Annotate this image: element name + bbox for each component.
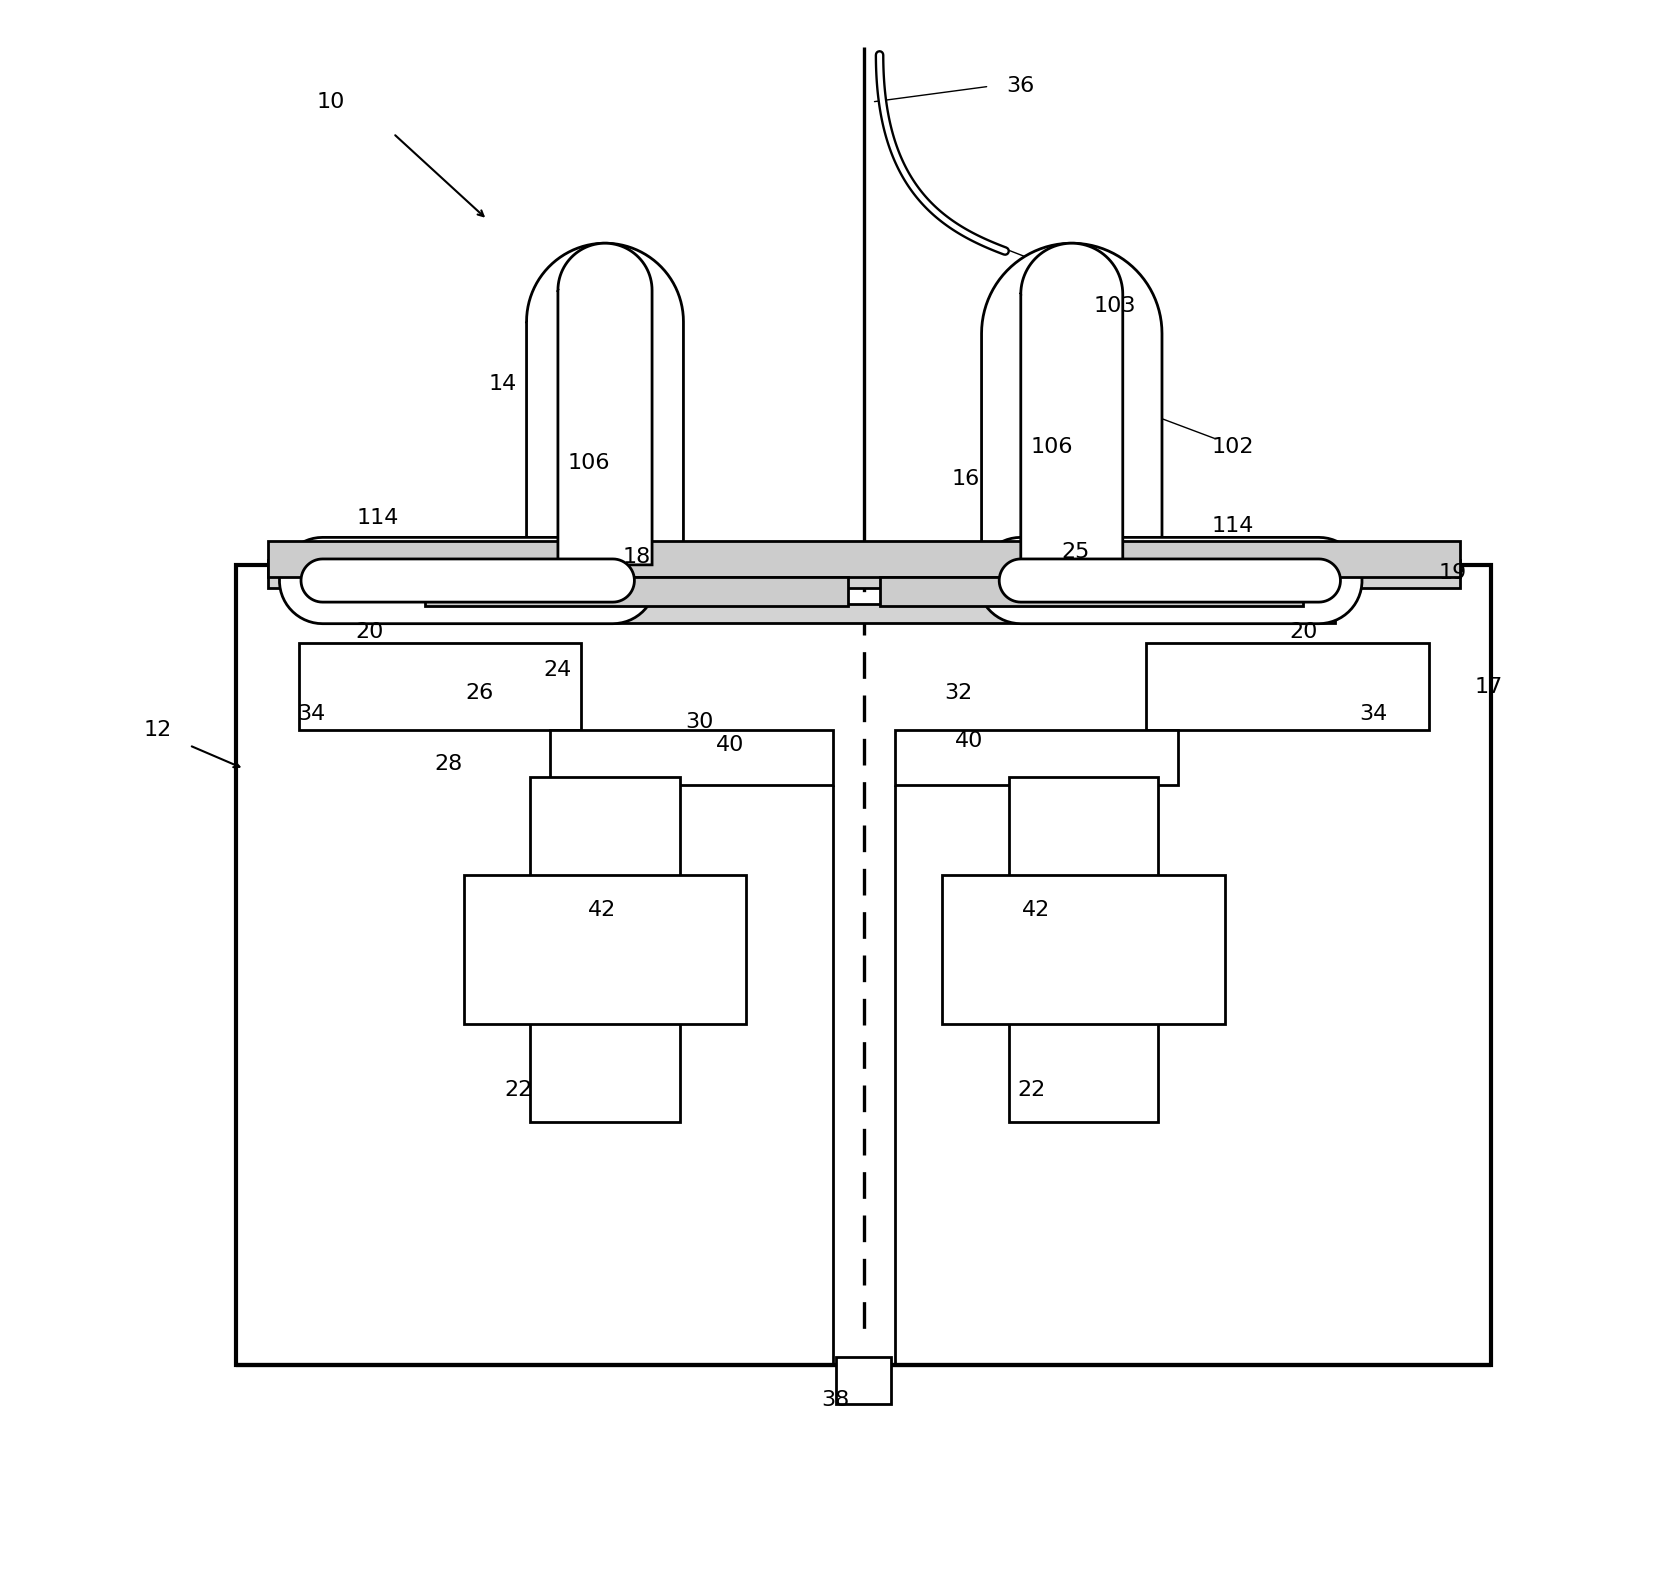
Text: 106: 106 — [1030, 438, 1073, 457]
Polygon shape — [301, 559, 634, 602]
Text: 22: 22 — [504, 1081, 532, 1100]
Text: 28: 28 — [434, 755, 463, 774]
Bar — [879, 577, 1303, 606]
Text: 30: 30 — [684, 712, 712, 731]
Text: 40: 40 — [953, 731, 983, 750]
Bar — [835, 1357, 890, 1404]
Text: 17: 17 — [1473, 678, 1501, 697]
Text: 18: 18 — [622, 548, 651, 566]
Bar — [895, 730, 1176, 784]
Polygon shape — [982, 243, 1161, 565]
Bar — [1008, 777, 1158, 1122]
Bar — [942, 876, 1225, 1023]
Bar — [268, 560, 1459, 588]
Text: 114: 114 — [1211, 516, 1253, 535]
Text: 19: 19 — [1438, 563, 1466, 582]
Bar — [393, 604, 1335, 623]
Polygon shape — [280, 537, 656, 623]
Text: 12: 12 — [143, 720, 171, 739]
Text: 34: 34 — [1359, 704, 1388, 723]
Text: 22: 22 — [1017, 1081, 1045, 1100]
Polygon shape — [526, 243, 682, 565]
Bar — [300, 643, 581, 730]
Polygon shape — [977, 537, 1361, 623]
Text: 32: 32 — [943, 684, 972, 703]
Polygon shape — [557, 243, 652, 565]
Text: 42: 42 — [587, 901, 616, 919]
Bar — [236, 565, 1491, 1365]
Bar — [464, 876, 745, 1023]
Text: 26: 26 — [464, 684, 493, 703]
Polygon shape — [998, 559, 1340, 602]
Bar — [1145, 643, 1428, 730]
Text: 14: 14 — [489, 375, 518, 394]
Text: 10: 10 — [316, 93, 344, 111]
Text: 40: 40 — [716, 736, 744, 755]
Text: 106: 106 — [567, 453, 611, 472]
Text: 102: 102 — [1211, 438, 1253, 457]
Text: 20: 20 — [1288, 623, 1316, 642]
Polygon shape — [1020, 243, 1122, 565]
Text: 34: 34 — [298, 704, 326, 723]
Bar — [424, 577, 847, 606]
Text: 24: 24 — [544, 661, 572, 679]
Text: 36: 36 — [1007, 77, 1035, 96]
Bar — [549, 730, 832, 784]
Text: 20: 20 — [354, 623, 384, 642]
Text: 16: 16 — [952, 469, 980, 488]
Text: 42: 42 — [1022, 901, 1050, 919]
Bar — [268, 541, 1459, 577]
Bar — [531, 777, 679, 1122]
Text: 38: 38 — [820, 1390, 849, 1409]
Text: 25: 25 — [1062, 543, 1090, 562]
Text: 103: 103 — [1093, 297, 1135, 315]
Text: 114: 114 — [356, 508, 398, 527]
